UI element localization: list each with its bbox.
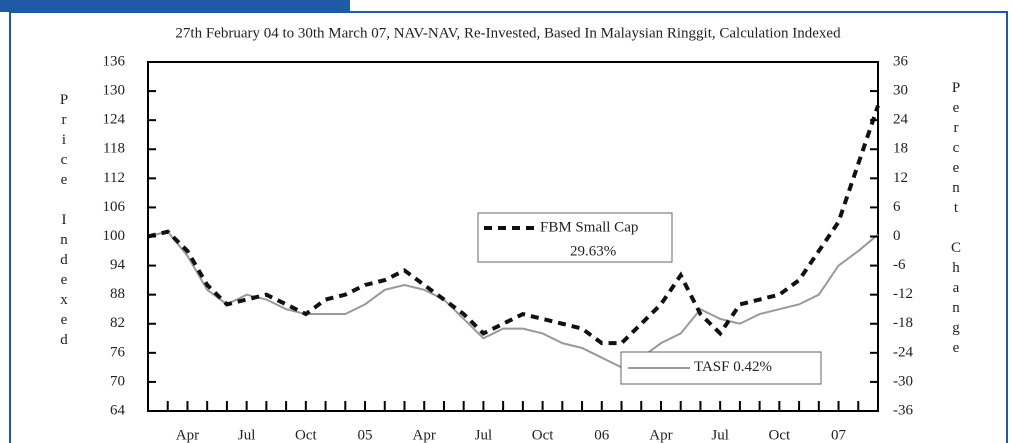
y2-tick-label: 6: [893, 199, 901, 215]
legend-return: 0.42%: [733, 359, 772, 375]
y2-tick-label: -24: [893, 344, 913, 360]
y-tick-label: 64: [110, 402, 126, 418]
series-line: [147, 230, 879, 369]
y-tick-label: 130: [103, 83, 126, 99]
y-tick-label: 118: [103, 141, 125, 157]
series-line: [147, 104, 880, 346]
legend-return: 29.63%: [570, 243, 616, 259]
y2-axis-title: Percent Change: [948, 80, 964, 360]
y-tick-label: 70: [110, 373, 125, 389]
x-tick-label: Jul: [475, 427, 493, 443]
y2-tick-label: 30: [893, 83, 908, 99]
x-tick-label: Jul: [711, 427, 729, 443]
y-tick-label: 88: [110, 286, 125, 302]
y-tick-label: 100: [103, 228, 126, 244]
y-tick-label: 94: [110, 257, 126, 273]
x-tick-label: Apr: [413, 427, 436, 443]
x-tick-label: Oct: [295, 427, 317, 443]
y2-tick-label: 24: [893, 112, 909, 128]
y-tick-label: 136: [103, 53, 126, 69]
y-tick-label: 112: [103, 170, 125, 186]
x-tick-label: 05: [358, 427, 373, 443]
x-tick-label: Oct: [769, 427, 791, 443]
legend-box: [477, 212, 673, 263]
x-tick-label: Apr: [176, 427, 199, 443]
x-tick-label: Apr: [649, 427, 672, 443]
y2-tick-label: 0: [893, 228, 901, 244]
header-tab: [0, 0, 350, 12]
y-tick-label: 76: [110, 344, 126, 360]
y2-tick-label: -36: [893, 402, 913, 418]
x-tick-label: 07: [831, 427, 847, 443]
chart-subtitle: 27th February 04 to 30th March 07, NAV-N…: [175, 25, 841, 41]
y-tick-label: 124: [103, 112, 126, 128]
legend-name: TASF: [694, 359, 729, 375]
legend-label: FBM Small Cap: [540, 219, 638, 235]
y2-tick-label: -6: [893, 257, 906, 273]
y-axis-title: Price Indexed: [56, 92, 72, 352]
y-tick-label: 106: [103, 199, 126, 215]
y2-tick-label: 12: [893, 170, 908, 186]
frame: [9, 11, 1008, 443]
y2-tick-label: 36: [893, 53, 909, 69]
y2-tick-label: -18: [893, 315, 913, 331]
y-tick-label: 82: [110, 315, 125, 331]
y2-tick-label: 18: [893, 141, 908, 157]
y2-tick-label: -12: [893, 286, 913, 302]
y2-tick-label: -30: [893, 373, 913, 389]
x-tick-label: Oct: [532, 427, 554, 443]
x-tick-label: 06: [594, 427, 610, 443]
legend-label: TASF 0.42%: [694, 359, 772, 375]
x-tick-label: Jul: [238, 427, 256, 443]
